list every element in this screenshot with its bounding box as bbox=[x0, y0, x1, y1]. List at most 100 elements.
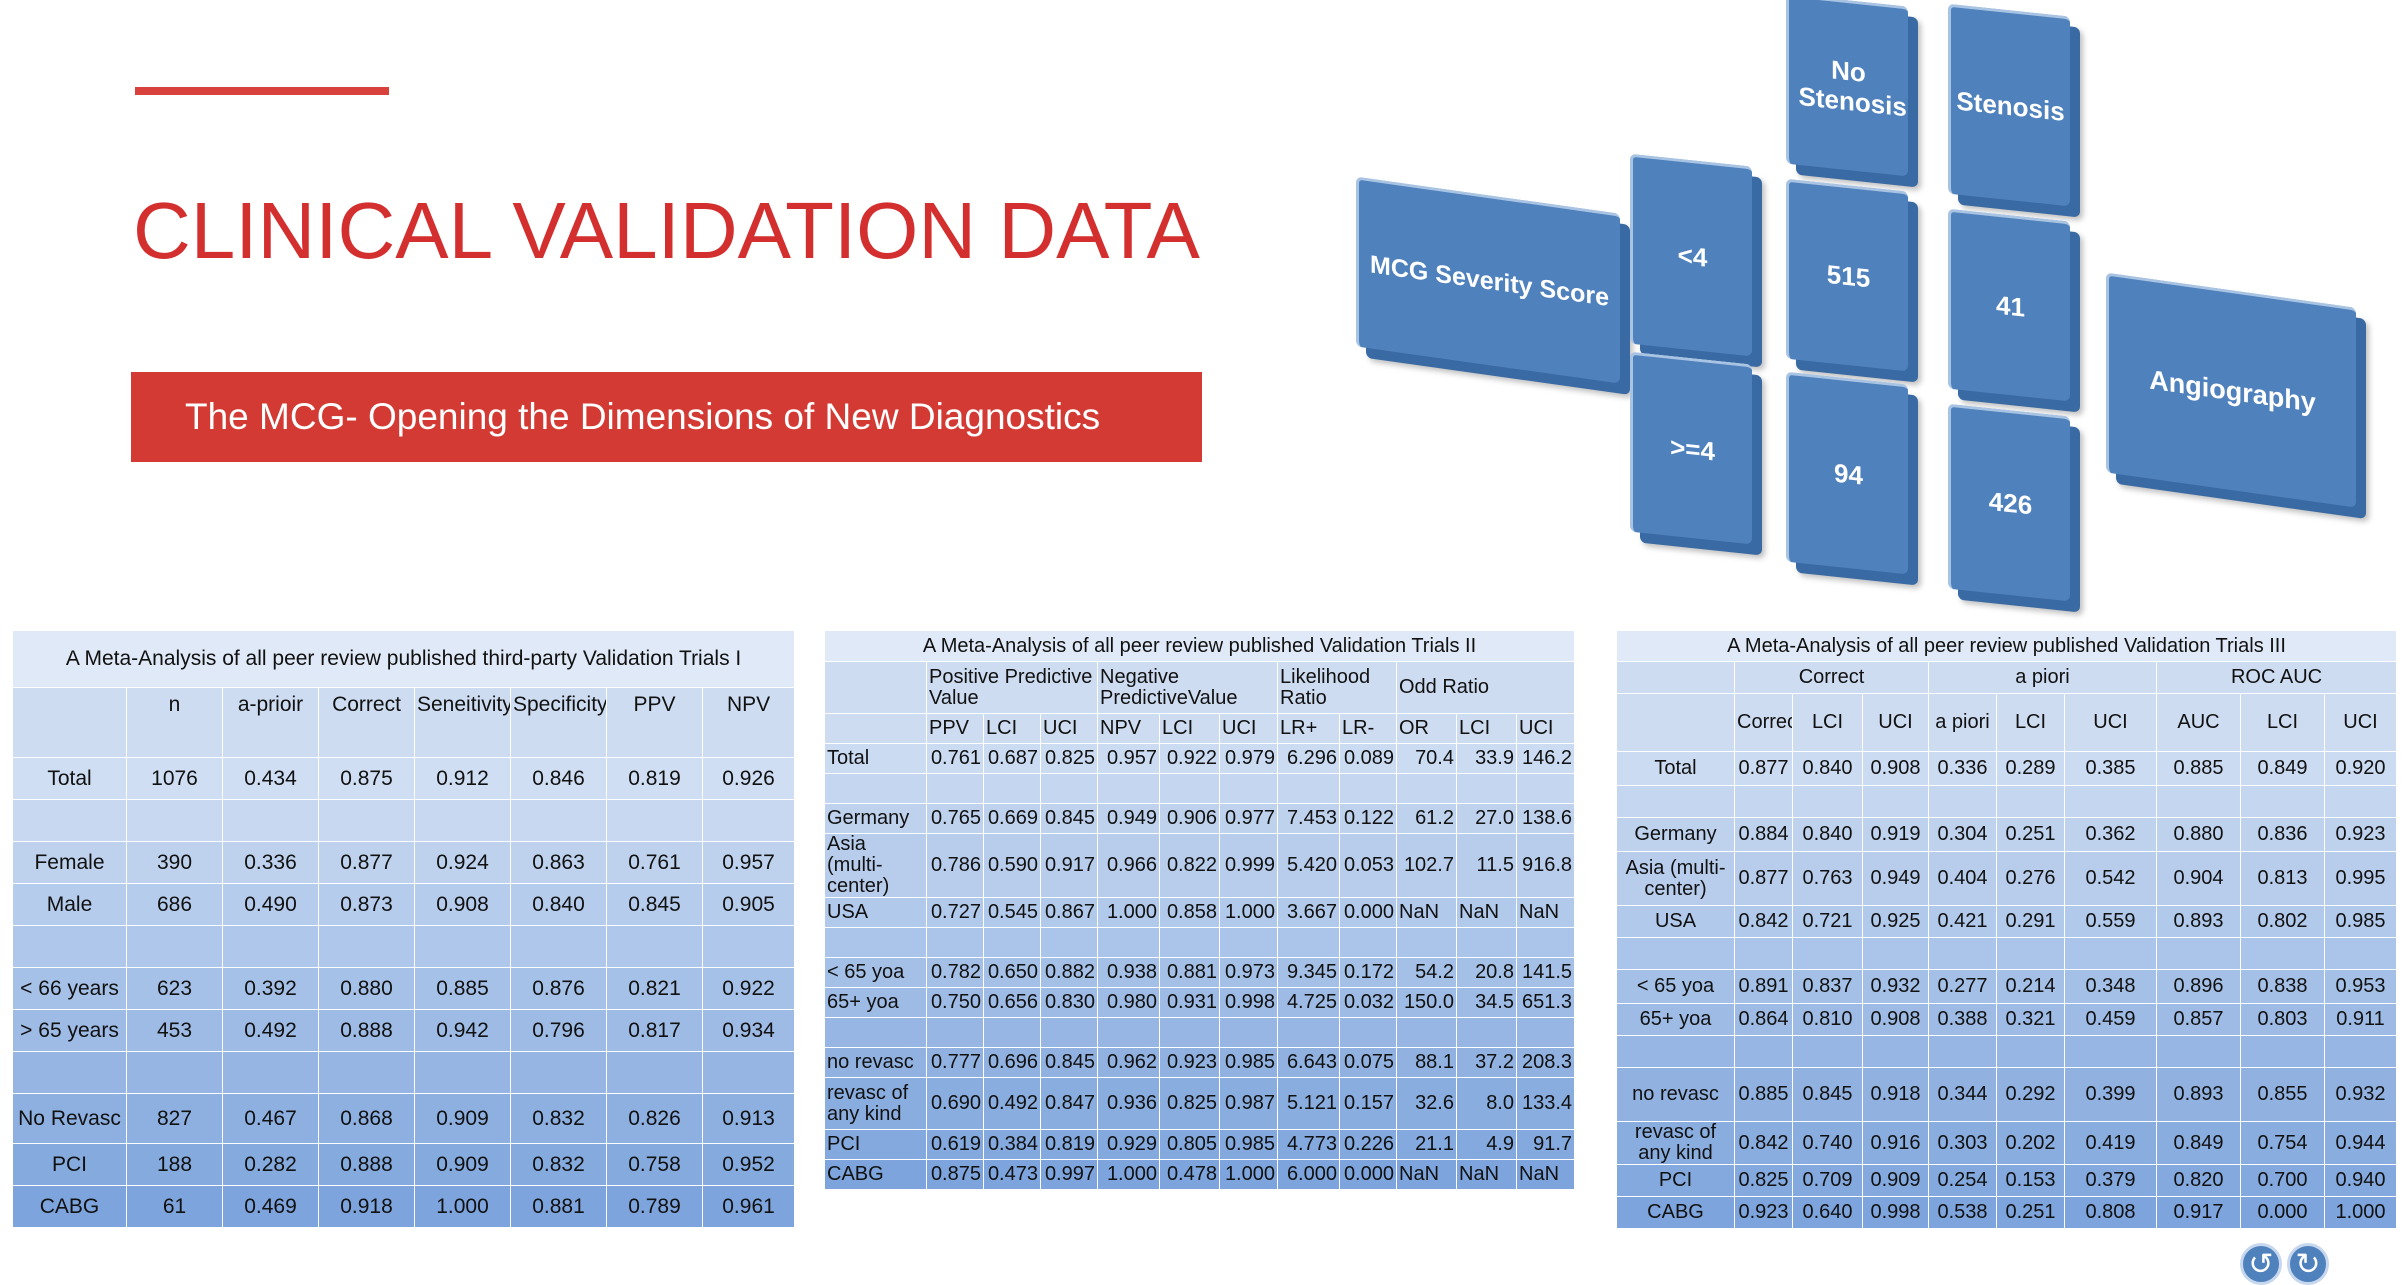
table-2-cell: 0.922 bbox=[1159, 743, 1220, 774]
table-3-cell: 0.985 bbox=[2323, 905, 2398, 938]
table-3-row bbox=[1616, 937, 2398, 970]
table-2-cell: PCI bbox=[824, 1129, 927, 1160]
table-1-cell bbox=[318, 1051, 415, 1094]
table-3-header: LCI bbox=[2240, 693, 2325, 752]
table-2-cell: 0.053 bbox=[1339, 833, 1397, 898]
table-3-cell: 0.348 bbox=[2064, 969, 2157, 1004]
table-2-cell: 0.980 bbox=[1097, 987, 1160, 1018]
table-2-cell: 0.765 bbox=[926, 803, 984, 834]
table-2-group-header: Odd Ratio bbox=[1395, 661, 1576, 714]
table-1-cell: 0.924 bbox=[414, 841, 511, 884]
table-1-row: > 65 years 453 0.492 0.888 0.942 0.796 0.817 0.… bbox=[12, 1009, 796, 1052]
table-2-cell: CABG bbox=[824, 1159, 927, 1190]
table-3-cell: 0.953 bbox=[2323, 969, 2398, 1004]
table-2-cell: 70.4 bbox=[1396, 743, 1457, 774]
table-2-cell bbox=[1277, 773, 1340, 804]
table-2-cell: 0.845 bbox=[1040, 803, 1098, 834]
table-3-cell bbox=[1616, 937, 1735, 970]
table-1-cell: 0.817 bbox=[606, 1009, 703, 1052]
table-2-cell: 916.8 bbox=[1515, 833, 1576, 898]
table-1-cell: 0.492 bbox=[222, 1009, 319, 1052]
table-2-cell: 0.999 bbox=[1219, 833, 1278, 898]
table-3-row: Germany 0.884 0.840 0.919 0.304 0.251 0.362 0.8… bbox=[1616, 817, 2398, 852]
arrow-right-icon[interactable]: ↻ bbox=[2287, 1243, 2329, 1285]
table-1-cell: 0.888 bbox=[318, 1143, 415, 1186]
table-2-cell: 0.032 bbox=[1339, 987, 1397, 1018]
table-3-cell: 0.919 bbox=[1862, 817, 1929, 852]
table-3-cell: 0.909 bbox=[1862, 1164, 1929, 1197]
table-2-group-header: Positive Predictive Value bbox=[926, 661, 1098, 714]
col-no-label: No Stenosis bbox=[1798, 53, 1907, 122]
table-2-cell: 0.966 bbox=[1097, 833, 1160, 898]
table-3-cell: 0.820 bbox=[2156, 1164, 2241, 1197]
table-2-row bbox=[824, 773, 1576, 804]
table-3-cell bbox=[2323, 1035, 2398, 1068]
table-3-cell: 0.291 bbox=[1996, 905, 2065, 938]
table-3-cell: 0.849 bbox=[2156, 1121, 2241, 1165]
table-3-cell: 0.808 bbox=[2064, 1196, 2157, 1229]
table-3-cell: Germany bbox=[1616, 817, 1735, 852]
table-1-cell: 0.467 bbox=[222, 1093, 319, 1144]
table-2-cell bbox=[1456, 773, 1517, 804]
table-2-cell: 0.882 bbox=[1040, 957, 1098, 988]
table-3-cell bbox=[1928, 937, 1997, 970]
table-2-cell bbox=[1396, 773, 1457, 804]
table-3-cell bbox=[1862, 1035, 1929, 1068]
table-1-cell: PCI bbox=[12, 1143, 127, 1186]
col-axis-block: Angiography bbox=[2106, 272, 2356, 508]
table-2-cell: 0.977 bbox=[1219, 803, 1278, 834]
table-2-cell: 0.478 bbox=[1159, 1159, 1220, 1190]
table-2-cell: 34.5 bbox=[1456, 987, 1517, 1018]
table-3-cell: < 65 yoa bbox=[1616, 969, 1735, 1004]
table-2-cell bbox=[824, 927, 927, 958]
table-3-row bbox=[1616, 1035, 2398, 1068]
table-2-cell: 33.9 bbox=[1456, 743, 1517, 774]
table-3-cell: 0.000 bbox=[2240, 1196, 2325, 1229]
table-1-cell: 0.880 bbox=[318, 967, 415, 1010]
table-3-cell: 0.845 bbox=[1792, 1067, 1863, 1122]
table-3-header: LCI bbox=[1996, 693, 2065, 752]
table-2-cell: revasc of any kind bbox=[824, 1077, 927, 1130]
table-3-cell: 0.857 bbox=[2156, 1003, 2241, 1036]
table-1-row bbox=[12, 799, 796, 842]
table-1-cell: 686 bbox=[126, 883, 223, 926]
table-2-cell bbox=[1277, 1017, 1340, 1048]
table-1-cell: Female bbox=[12, 841, 127, 884]
table-2-cell: 11.5 bbox=[1456, 833, 1517, 898]
table-2-cell: 133.4 bbox=[1515, 1077, 1576, 1130]
table-2-cell: 0.782 bbox=[926, 957, 984, 988]
table-3-cell: 0.911 bbox=[2323, 1003, 2398, 1036]
table-1-cell: 0.434 bbox=[222, 757, 319, 800]
table-1-cell: 0.845 bbox=[606, 883, 703, 926]
table-2-row bbox=[824, 1017, 1576, 1048]
table-3-cell: 0.303 bbox=[1928, 1121, 1997, 1165]
table-2-cell: 0.929 bbox=[1097, 1129, 1160, 1160]
table-2-cell: 1.000 bbox=[1219, 1159, 1278, 1190]
table-3-cell: 0.289 bbox=[1996, 751, 2065, 786]
table-1-cell: 0.942 bbox=[414, 1009, 511, 1052]
table-2-cell: no revasc bbox=[824, 1047, 927, 1078]
table-3-cell: 0.949 bbox=[1862, 851, 1929, 906]
row-lt-block: <4 bbox=[1630, 153, 1752, 357]
page-title: CLINICAL VALIDATION DATA bbox=[133, 186, 1200, 275]
table-1-cell: 0.957 bbox=[701, 841, 796, 884]
table-2-cell: 0.962 bbox=[1097, 1047, 1160, 1078]
table-2-cell: 0.669 bbox=[983, 803, 1041, 834]
table-3-row: 65+ yoa 0.864 0.810 0.908 0.388 0.321 0.459 0.8… bbox=[1616, 1003, 2398, 1036]
arrow-left-icon[interactable]: ↺ bbox=[2240, 1243, 2282, 1285]
table-2-cell: 8.0 bbox=[1456, 1077, 1517, 1130]
table-3-corner bbox=[1616, 693, 1735, 752]
table-3-cell: 0.802 bbox=[2240, 905, 2325, 938]
table-3-cell: 0.855 bbox=[2240, 1067, 2325, 1122]
table-3-cell: 0.864 bbox=[1734, 1003, 1793, 1036]
table-3-cell: 0.908 bbox=[1862, 1003, 1929, 1036]
table-1-cell: 0.819 bbox=[606, 757, 703, 800]
table-2-cell bbox=[1219, 927, 1278, 958]
table-3-cell: 0.277 bbox=[1928, 969, 1997, 1004]
cell-lt-yes: 41 bbox=[1948, 208, 2070, 402]
table-2-corner bbox=[824, 713, 927, 744]
table-2-cell: 0.650 bbox=[983, 957, 1041, 988]
meta-analysis-table-1: A Meta-Analysis of all peer review publi… bbox=[11, 630, 796, 1228]
table-2-row: < 65 yoa 0.782 0.650 0.882 0.938 0.881 0.973 9.… bbox=[824, 957, 1576, 988]
table-3-cell: 0.884 bbox=[1734, 817, 1793, 852]
